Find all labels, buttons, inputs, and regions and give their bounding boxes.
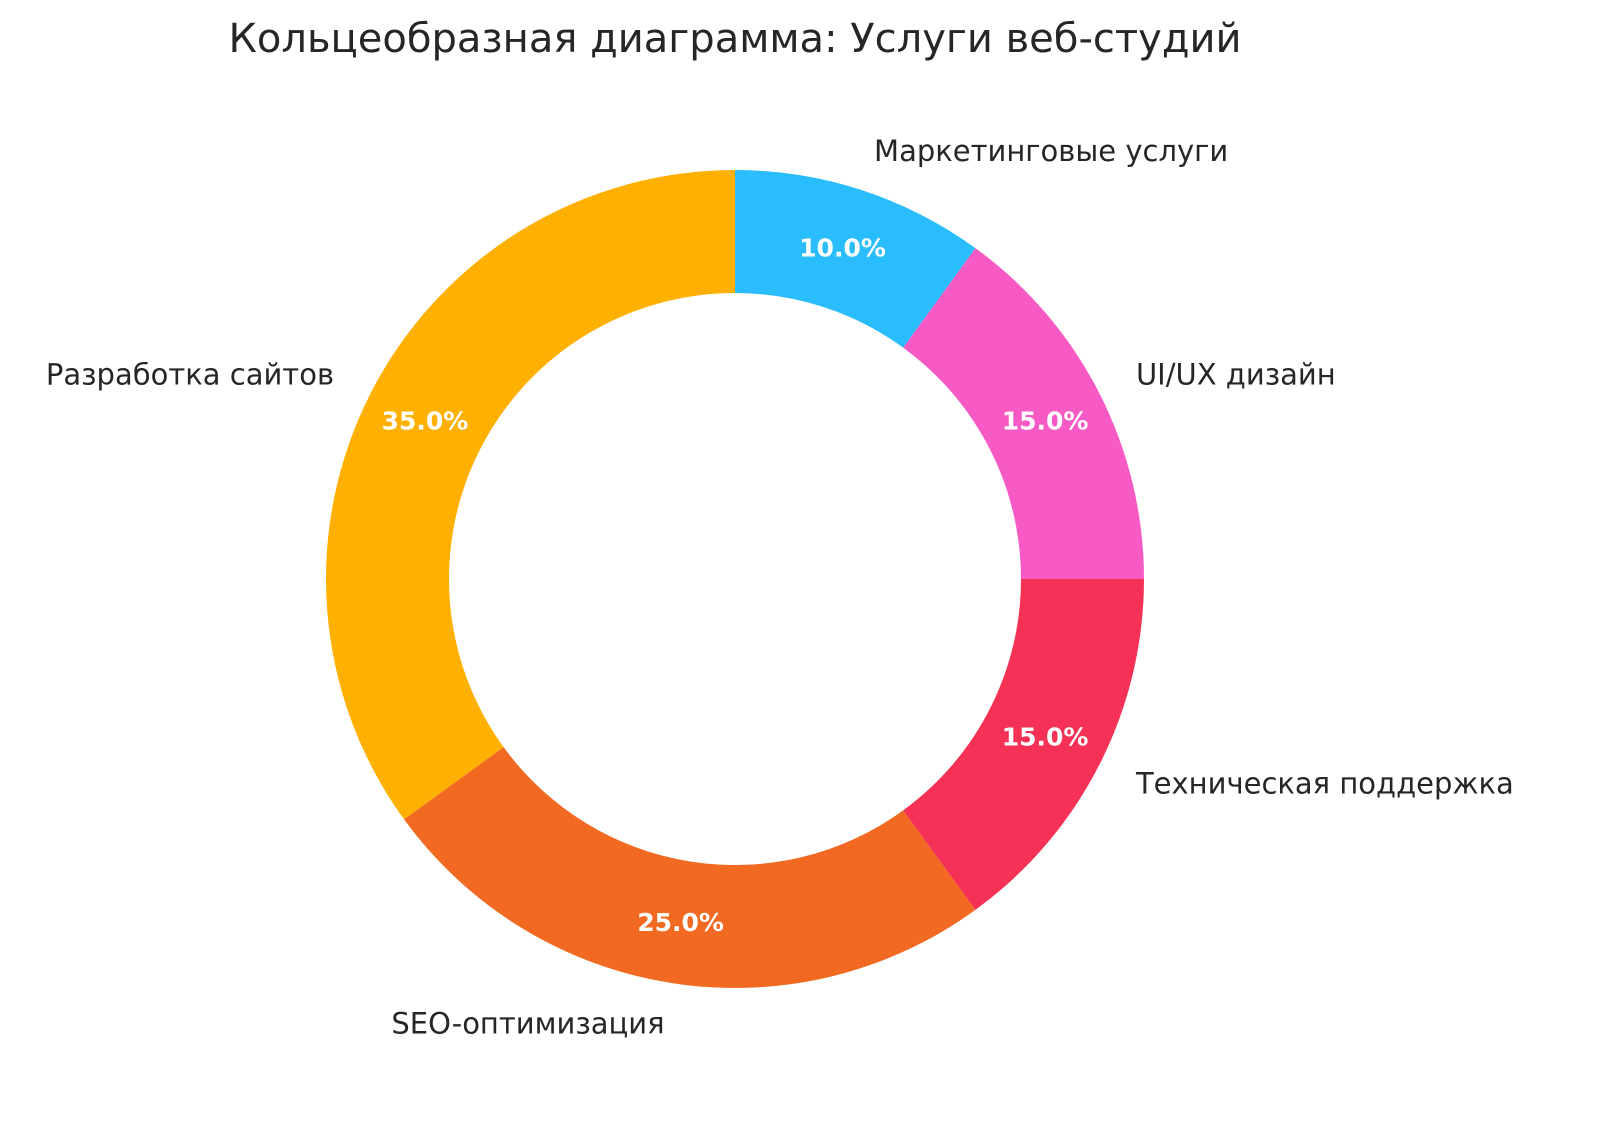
- category-label: Разработка сайтов: [46, 358, 334, 392]
- chart-title: Кольцеобразная диаграмма: Услуги веб-сту…: [229, 16, 1242, 62]
- category-label: Техническая поддержка: [1135, 766, 1514, 800]
- category-label: Маркетинговые услуги: [874, 134, 1228, 168]
- value-label: 10.0%: [799, 234, 886, 263]
- slice-1: [404, 747, 976, 989]
- value-label: 15.0%: [1002, 722, 1089, 751]
- slice-4: [735, 170, 976, 348]
- slice-3: [903, 248, 1144, 579]
- value-label: 25.0%: [637, 908, 724, 937]
- category-label: UI/UX дизайн: [1136, 358, 1336, 392]
- category-label: SEO-оптимизация: [391, 1006, 664, 1040]
- value-label: 15.0%: [1002, 407, 1089, 436]
- slice-2: [903, 579, 1144, 910]
- slice-0: [326, 170, 735, 820]
- value-label: 35.0%: [382, 407, 469, 436]
